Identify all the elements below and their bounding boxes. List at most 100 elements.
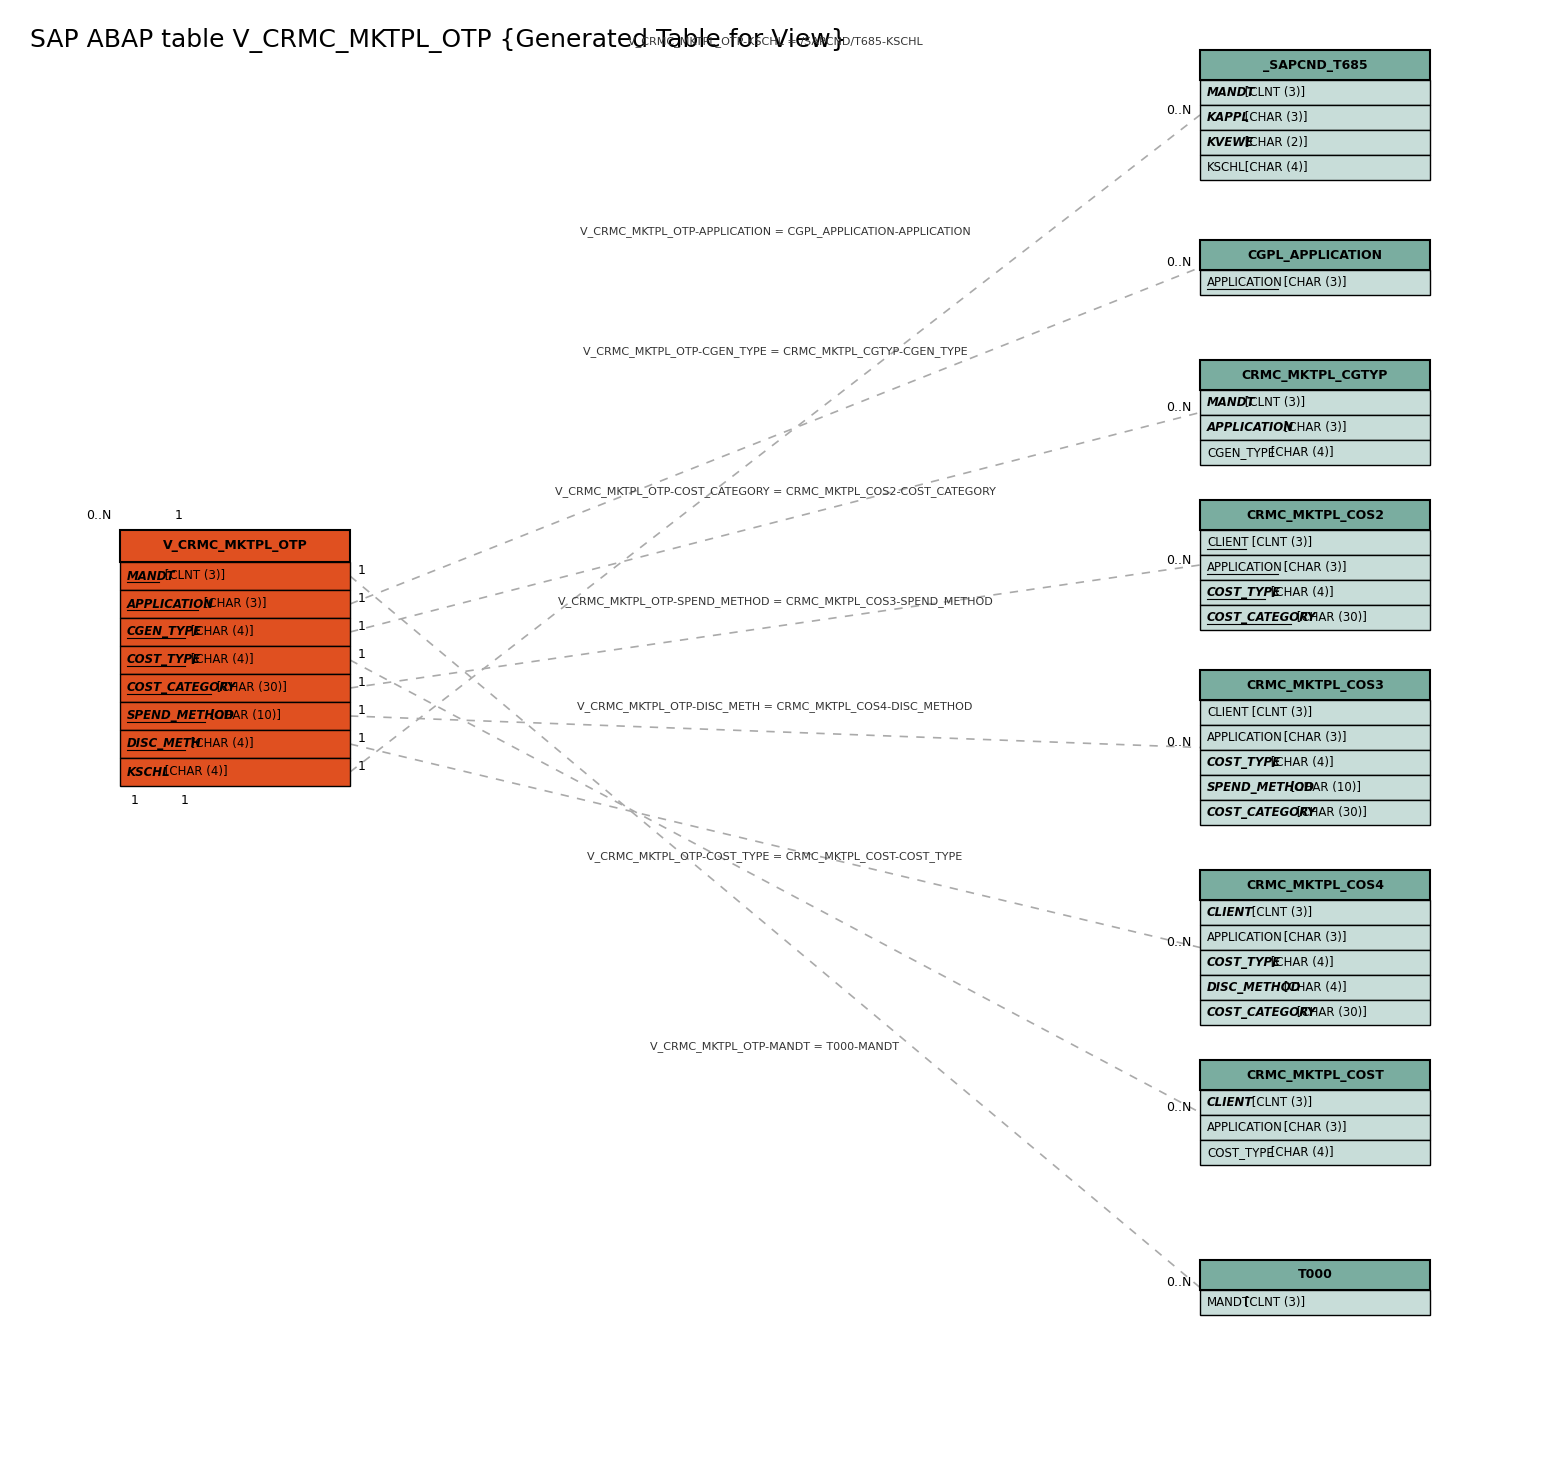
Text: APPLICATION: APPLICATION	[1207, 561, 1282, 574]
Text: 0..N: 0..N	[86, 509, 112, 522]
Bar	[1200, 530, 1430, 555]
Text: MANDT: MANDT	[1207, 396, 1256, 410]
Text: 1: 1	[131, 794, 139, 807]
Bar	[1200, 1000, 1430, 1025]
Text: [CHAR (4)]: [CHAR (4)]	[1281, 981, 1347, 994]
Text: COST_TYPE: COST_TYPE	[1207, 755, 1281, 769]
Bar	[1200, 50, 1430, 80]
Bar	[120, 591, 350, 617]
Text: V_CRMC_MKTPL_OTP-COST_CATEGORY = CRMC_MKTPL_COS2-COST_CATEGORY: V_CRMC_MKTPL_OTP-COST_CATEGORY = CRMC_MK…	[555, 487, 995, 497]
Bar	[1200, 925, 1430, 950]
Text: 0..N: 0..N	[1167, 736, 1193, 749]
Text: APPLICATION: APPLICATION	[1207, 421, 1294, 433]
Text: V_CRMC_MKTPL_OTP-APPLICATION = CGPL_APPLICATION-APPLICATION: V_CRMC_MKTPL_OTP-APPLICATION = CGPL_APPL…	[579, 226, 971, 237]
Text: KSCHL: KSCHL	[126, 766, 171, 779]
Text: 0..N: 0..N	[1167, 1101, 1193, 1114]
Bar	[1200, 775, 1430, 800]
Text: [CHAR (3)]: [CHAR (3)]	[1281, 930, 1347, 944]
Text: 1: 1	[180, 794, 190, 807]
Bar	[1200, 1060, 1430, 1091]
Text: [CHAR (30)]: [CHAR (30)]	[1293, 611, 1367, 623]
Text: [CHAR (30)]: [CHAR (30)]	[1293, 806, 1367, 819]
Text: V_CRMC_MKTPL_OTP: V_CRMC_MKTPL_OTP	[163, 540, 307, 552]
Bar	[1200, 749, 1430, 775]
Text: [CHAR (4)]: [CHAR (4)]	[1268, 586, 1335, 600]
Bar	[1200, 131, 1430, 154]
Text: APPLICATION: APPLICATION	[1207, 276, 1282, 289]
Text: T000: T000	[1298, 1269, 1333, 1282]
Text: APPLICATION: APPLICATION	[1207, 930, 1282, 944]
Text: [CLNT (3)]: [CLNT (3)]	[162, 570, 225, 583]
Bar	[1200, 950, 1430, 975]
Text: [CLNT (3)]: [CLNT (3)]	[1248, 907, 1311, 919]
Text: V_CRMC_MKTPL_OTP-SPEND_METHOD = CRMC_MKTPL_COS3-SPEND_METHOD: V_CRMC_MKTPL_OTP-SPEND_METHOD = CRMC_MKT…	[558, 597, 992, 607]
Text: KSCHL: KSCHL	[1207, 160, 1245, 174]
Text: CGPL_APPLICATION: CGPL_APPLICATION	[1248, 248, 1382, 261]
Bar	[1200, 390, 1430, 416]
Text: [CLNT (3)]: [CLNT (3)]	[1248, 536, 1311, 549]
Bar	[1200, 870, 1430, 899]
Text: V_CRMC_MKTPL_OTP-CGEN_TYPE = CRMC_MKTPL_CGTYP-CGEN_TYPE: V_CRMC_MKTPL_OTP-CGEN_TYPE = CRMC_MKTPL_…	[582, 346, 968, 358]
Text: COST_TYPE: COST_TYPE	[1207, 956, 1281, 969]
Text: [CHAR (4)]: [CHAR (4)]	[1268, 1146, 1335, 1159]
Text: COST_CATEGORY: COST_CATEGORY	[126, 681, 237, 695]
Text: SAP ABAP table V_CRMC_MKTPL_OTP {Generated Table for View}: SAP ABAP table V_CRMC_MKTPL_OTP {Generat…	[29, 28, 846, 53]
Text: V_CRMC_MKTPL_OTP-COST_TYPE = CRMC_MKTPL_COST-COST_TYPE: V_CRMC_MKTPL_OTP-COST_TYPE = CRMC_MKTPL_…	[587, 852, 963, 862]
Text: [CHAR (4)]: [CHAR (4)]	[1268, 755, 1335, 769]
Bar	[1200, 1114, 1430, 1140]
Text: [CHAR (3)]: [CHAR (3)]	[1242, 111, 1308, 125]
Text: CLIENT: CLIENT	[1207, 1097, 1253, 1109]
Text: [CHAR (3)]: [CHAR (3)]	[200, 598, 267, 610]
Text: 1: 1	[358, 705, 365, 717]
Text: CLIENT: CLIENT	[1207, 706, 1248, 720]
Text: [CLNT (3)]: [CLNT (3)]	[1248, 706, 1311, 720]
Text: 0..N: 0..N	[1167, 401, 1193, 414]
Text: _SAPCND_T685: _SAPCND_T685	[1262, 58, 1367, 71]
Text: CRMC_MKTPL_CGTYP: CRMC_MKTPL_CGTYP	[1242, 368, 1388, 381]
Bar	[1200, 1140, 1430, 1165]
Text: CLIENT: CLIENT	[1207, 907, 1253, 919]
Text: COST_CATEGORY: COST_CATEGORY	[1207, 806, 1316, 819]
Bar	[120, 530, 350, 562]
Text: V_CRMC_MKTPL_OTP-KSCHL = /SAPCND/T685-KSCHL: V_CRMC_MKTPL_OTP-KSCHL = /SAPCND/T685-KS…	[627, 36, 923, 47]
Bar	[1200, 154, 1430, 180]
Bar	[120, 562, 350, 591]
Bar	[1200, 800, 1430, 825]
Text: KAPPL: KAPPL	[1207, 111, 1250, 125]
Text: [CLNT (3)]: [CLNT (3)]	[1242, 396, 1305, 410]
Text: 1: 1	[358, 733, 365, 745]
Text: KVEWE: KVEWE	[1207, 137, 1254, 148]
Text: [CLNT (3)]: [CLNT (3)]	[1242, 1296, 1305, 1309]
Text: MANDT: MANDT	[1207, 1296, 1250, 1309]
Bar	[120, 674, 350, 702]
Text: SPEND_METHOD: SPEND_METHOD	[1207, 781, 1314, 794]
Bar	[1200, 669, 1430, 700]
Text: COST_TYPE: COST_TYPE	[1207, 1146, 1274, 1159]
Text: [CHAR (3)]: [CHAR (3)]	[1281, 421, 1347, 433]
Bar	[1200, 726, 1430, 749]
Bar	[1200, 975, 1430, 1000]
Text: APPLICATION: APPLICATION	[126, 598, 214, 610]
Text: [CHAR (4)]: [CHAR (4)]	[188, 738, 254, 751]
Text: APPLICATION: APPLICATION	[1207, 1120, 1282, 1134]
Bar	[1200, 1091, 1430, 1114]
Text: [CHAR (30)]: [CHAR (30)]	[214, 681, 287, 695]
Text: 1: 1	[176, 509, 183, 522]
Text: 0..N: 0..N	[1167, 257, 1193, 269]
Text: APPLICATION: APPLICATION	[1207, 732, 1282, 743]
Text: 1: 1	[358, 620, 365, 634]
Text: [CHAR (4)]: [CHAR (4)]	[188, 653, 254, 666]
Text: [CLNT (3)]: [CLNT (3)]	[1248, 1097, 1311, 1109]
Text: [CHAR (4)]: [CHAR (4)]	[188, 625, 254, 638]
Bar	[1200, 105, 1430, 131]
Text: [CHAR (30)]: [CHAR (30)]	[1293, 1006, 1367, 1020]
Bar	[1200, 1260, 1430, 1290]
Text: SPEND_METHOD: SPEND_METHOD	[126, 709, 234, 723]
Bar	[1200, 416, 1430, 439]
Bar	[1200, 361, 1430, 390]
Bar	[1200, 700, 1430, 726]
Text: CRMC_MKTPL_COS3: CRMC_MKTPL_COS3	[1247, 678, 1384, 692]
Text: [CHAR (3)]: [CHAR (3)]	[1281, 561, 1347, 574]
Text: 0..N: 0..N	[1167, 104, 1193, 117]
Bar	[1200, 899, 1430, 925]
